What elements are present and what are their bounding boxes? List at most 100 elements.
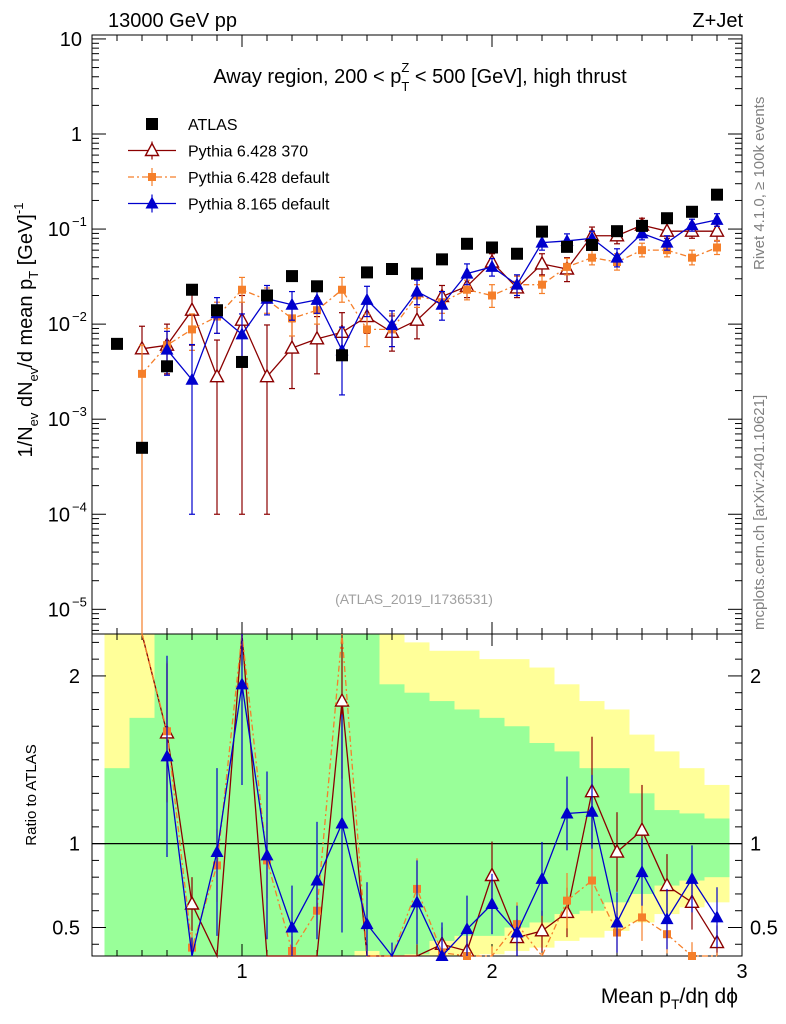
data-point	[136, 441, 148, 454]
y-tick-exponent: −4	[72, 499, 87, 514]
data-point	[511, 247, 523, 260]
ratio-point	[563, 896, 571, 905]
x-tick-label: 2	[486, 961, 497, 983]
data-point	[338, 285, 346, 294]
ratio-point	[235, 677, 249, 690]
data-point	[611, 225, 623, 238]
data-point	[709, 222, 725, 237]
green-band-bin	[379, 684, 405, 956]
data-point	[261, 289, 273, 302]
data-point	[586, 238, 598, 251]
y-tick-label: 10	[48, 219, 70, 241]
data-point	[409, 311, 425, 326]
data-point	[161, 360, 173, 373]
legend-label: Pythia 6.428 370	[188, 144, 308, 161]
ratio-point	[634, 821, 650, 836]
data-point	[209, 368, 225, 383]
data-point	[488, 291, 496, 300]
data-point	[536, 225, 548, 238]
data-point	[238, 285, 246, 294]
ratio-point	[510, 925, 524, 938]
ratio-point	[685, 871, 699, 884]
side-text-top: Rivet 4.1.0, ≥ 100k events	[751, 97, 768, 270]
ratio-tick-label-right: 2	[750, 666, 761, 688]
data-point	[361, 266, 373, 279]
legend-label: Pythia 6.428 default	[188, 170, 330, 187]
ratio-point	[485, 897, 499, 910]
ratio-point	[535, 871, 549, 884]
y-tick-exponent: −2	[72, 309, 87, 324]
ratio-point	[260, 848, 274, 861]
data-point	[186, 283, 198, 296]
data-point	[636, 219, 648, 232]
data-point	[563, 262, 571, 271]
green-band-bin	[504, 726, 530, 928]
data-point	[336, 349, 348, 362]
ratio-y-axis-label: Ratio to ATLAS	[23, 744, 40, 845]
ratio-point	[210, 845, 224, 858]
data-point	[138, 369, 146, 378]
data-point	[360, 292, 374, 305]
y-tick-exponent: −3	[72, 404, 87, 419]
legend-marker	[145, 196, 159, 209]
legend-label: ATLAS	[188, 117, 238, 134]
data-point	[411, 267, 423, 280]
ratio-point	[585, 804, 599, 817]
data-point	[286, 270, 298, 283]
data-point	[535, 235, 549, 248]
data-point	[185, 372, 199, 385]
ratio-line	[141, 633, 717, 958]
legend-marker	[144, 142, 160, 157]
legend-entry: ATLAS	[146, 117, 238, 134]
ratio-point	[635, 865, 649, 878]
data-point	[386, 263, 398, 276]
data-point	[211, 304, 223, 317]
green-band-bin	[429, 701, 455, 941]
x-tick-label: 1	[236, 961, 247, 983]
ratio-point	[310, 873, 324, 886]
ratio-point	[435, 949, 449, 961]
data-point	[436, 253, 448, 266]
y-tick-exponent: −5	[72, 594, 87, 609]
data-point	[284, 339, 300, 354]
ratio-point	[334, 692, 350, 707]
data-point	[236, 355, 248, 368]
data-point	[460, 266, 474, 279]
header-left: 13000 GeV pp	[108, 10, 237, 32]
legend-marker	[148, 173, 156, 181]
ratio-point	[560, 806, 574, 819]
ratio-point	[688, 952, 696, 960]
green-band-bin	[704, 818, 730, 878]
ratio-tick-label-left: 2	[69, 666, 80, 688]
data-point	[713, 243, 721, 252]
ratio-point	[638, 913, 646, 922]
data-point	[635, 226, 649, 239]
data-point	[660, 235, 674, 248]
y-axis-label: 1/Nev dNev/d mean pT [GeV]-1	[11, 203, 41, 458]
data-point	[435, 297, 449, 310]
legend-entry: Pythia 6.428 370	[128, 141, 308, 161]
data-point	[534, 255, 550, 270]
data-point	[486, 241, 498, 254]
ratio-point	[460, 922, 474, 935]
watermark: (ATLAS_2019_I1736531)	[335, 591, 493, 607]
data-point	[463, 285, 471, 294]
header-right: Z+Jet	[692, 10, 743, 32]
data-point	[259, 368, 275, 383]
ratio-point	[184, 895, 200, 910]
y-tick-exponent: −1	[72, 214, 87, 229]
data-point	[385, 317, 399, 330]
data-point	[661, 212, 673, 225]
data-point	[710, 212, 724, 225]
ratio-point	[660, 912, 674, 925]
data-point	[309, 330, 325, 345]
data-point	[111, 337, 123, 350]
ratio-tick-label-right: 0.5	[750, 917, 778, 939]
series-line	[141, 246, 718, 375]
ratio-tick-label-left: 1	[69, 834, 80, 856]
data-point	[485, 259, 499, 272]
data-point	[160, 342, 174, 355]
side-text-bottom: mcplots.cern.ch [arXiv:2401.10621]	[751, 395, 768, 630]
